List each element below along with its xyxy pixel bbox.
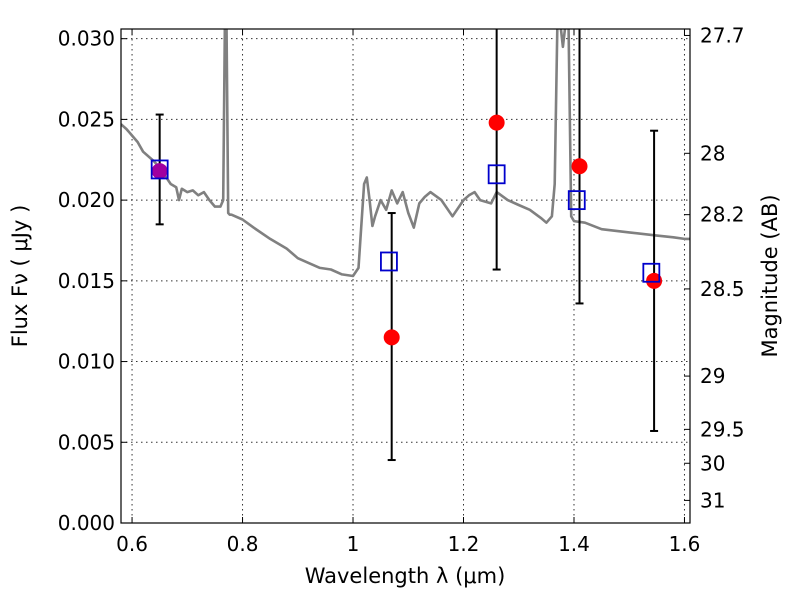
model-point	[567, 190, 586, 211]
y-tick-label: 0.005	[58, 430, 115, 454]
y2-tick-label: 30	[700, 451, 725, 475]
y2-tick-label: 28	[700, 141, 725, 165]
x-tick-label: 1.6	[669, 532, 701, 556]
observed-point	[151, 163, 168, 180]
y2-tick-label: 29.5	[700, 417, 745, 441]
y2-tick-label: 28.5	[700, 277, 745, 301]
clipped-data	[121, 29, 690, 462]
y-axis-label: Flux Fν ( μJy )	[8, 205, 32, 348]
axis-ticks: 0.6 0.8 1 1.2 1.4 1.6 0.000 0.005 0.010 0.015 0.02…	[58, 23, 745, 556]
observed-point	[646, 272, 663, 289]
model-point	[150, 159, 169, 180]
observed-point	[488, 114, 505, 131]
model-point	[642, 262, 661, 283]
y-tick-label: 0.020	[58, 188, 115, 212]
y2-tick-label: 28.2	[700, 203, 745, 227]
y2-axis-label: Magnitude (AB)	[758, 194, 782, 357]
y-tick-label: 0.030	[58, 27, 115, 51]
x-tick-label: 1	[347, 532, 360, 556]
model-point	[487, 164, 506, 185]
x-tick-label: 1.4	[558, 532, 590, 556]
y-tick-label: 0.025	[58, 107, 115, 131]
x-tick-label: 0.6	[116, 532, 148, 556]
observed-point	[571, 158, 588, 175]
plot-background	[121, 29, 690, 523]
y-tick-label: 0.010	[58, 350, 115, 374]
spectrum-line	[121, 29, 690, 278]
data-layer	[121, 29, 690, 462]
observed-point	[383, 329, 400, 346]
y-tick-label: 0.000	[58, 511, 115, 535]
x-tick-label: 1.2	[448, 532, 480, 556]
y2-tick-label: 29	[700, 364, 725, 388]
model-point	[380, 251, 398, 272]
y2-tick-label: 27.7	[700, 23, 745, 47]
x-tick-label: 0.8	[227, 532, 259, 556]
y2-tick-label: 31	[700, 488, 725, 512]
plot-frame	[120, 28, 691, 524]
y-tick-label: 0.015	[58, 269, 115, 293]
x-axis-label: Wavelength λ (μm)	[305, 564, 506, 588]
